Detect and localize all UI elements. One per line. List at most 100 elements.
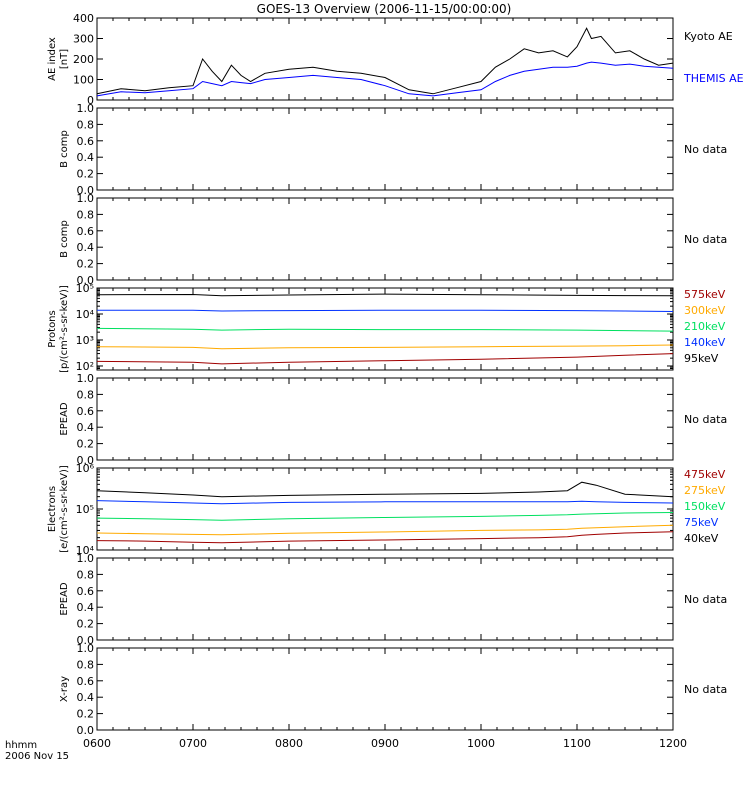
y-tick-label: 0.4	[77, 421, 95, 434]
plot-title: GOES-13 Overview (2006-11-15/00:00:00)	[257, 2, 512, 16]
y-tick-label: 0.2	[77, 168, 95, 181]
y-tick-label: 0.0	[77, 724, 95, 737]
series-line	[96, 500, 674, 505]
series-line	[96, 27, 674, 95]
panel-frame	[96, 647, 674, 731]
y-axis-title: AE index	[47, 37, 58, 81]
legend-label: 300keV	[684, 304, 726, 317]
y-axis-title: B comp	[59, 130, 70, 168]
y-tick-label: 1.0	[77, 552, 95, 565]
panel-frame	[96, 377, 674, 461]
y-axis-title: X-ray	[59, 676, 70, 702]
y-axis-unit: [p/(cm²-s-sr-keV)]	[59, 285, 70, 373]
no-data-label: No data	[684, 233, 727, 246]
y-tick-label: 0.2	[77, 438, 95, 451]
y-tick-label: 1.0	[77, 372, 95, 385]
y-tick-label: 10⁶	[76, 462, 95, 475]
legend-label: 75keV	[684, 516, 719, 529]
y-tick-label: 0.2	[77, 258, 95, 271]
y-tick-label: 10²	[76, 360, 94, 373]
legend-label: 575keV	[684, 288, 726, 301]
y-tick-label: 10⁴	[76, 544, 95, 557]
x-tick-label: 1200	[659, 737, 687, 750]
y-tick-label: 0.0	[77, 454, 95, 467]
y-axis-title: EPEAD	[59, 582, 70, 616]
y-tick-label: 0	[87, 94, 94, 107]
y-tick-label: 0.8	[77, 658, 95, 671]
y-tick-label: 0.8	[77, 118, 95, 131]
x-tick-label: 1000	[467, 737, 495, 750]
series-line	[96, 524, 674, 536]
x-tick-label: 1100	[563, 737, 591, 750]
x-tick-label: 0600	[83, 737, 111, 750]
y-axis-title: Electrons	[47, 486, 58, 532]
y-tick-label: 0.6	[77, 585, 95, 598]
y-axis-title: Protons	[47, 310, 58, 347]
y-tick-label: 10³	[76, 334, 94, 347]
y-tick-label: 0.4	[77, 601, 95, 614]
y-tick-label: 0.2	[77, 708, 95, 721]
series-line	[96, 293, 674, 297]
y-tick-label: 200	[73, 53, 94, 66]
legend-label: 210keV	[684, 320, 726, 333]
y-tick-label: 1.0	[77, 642, 95, 655]
no-data-label: No data	[684, 593, 727, 606]
y-tick-label: 300	[73, 33, 94, 46]
y-axis-title: B comp	[59, 220, 70, 258]
time-unit-label: hhmm	[5, 740, 37, 751]
legend-label: 95keV	[684, 352, 719, 365]
panel-frame	[96, 557, 674, 641]
y-tick-label: 0.6	[77, 675, 95, 688]
x-tick-label: 0700	[179, 737, 207, 750]
y-tick-label: 0.4	[77, 241, 95, 254]
x-tick-label: 0900	[371, 737, 399, 750]
series-line	[96, 327, 674, 332]
y-tick-label: 0.4	[77, 151, 95, 164]
y-tick-label: 1.0	[77, 192, 95, 205]
y-tick-label: 100	[73, 74, 94, 87]
panel-frame	[96, 17, 674, 101]
y-tick-label: 10⁴	[76, 308, 95, 321]
y-tick-label: 0.0	[77, 274, 95, 287]
legend-label: Kyoto AE	[684, 30, 733, 43]
panel-frame	[96, 197, 674, 281]
no-data-label: No data	[684, 683, 727, 696]
series-line	[96, 531, 674, 544]
y-tick-label: 0.6	[77, 225, 95, 238]
series-line	[96, 481, 674, 498]
series-line	[97, 309, 674, 312]
y-axis-unit: [e/(cm²-s-sr-keV)]	[59, 465, 70, 553]
y-tick-label: 0.0	[77, 184, 95, 197]
legend-label: 40keV	[684, 532, 719, 545]
y-tick-label: 0.6	[77, 135, 95, 148]
legend-label: THEMIS AE	[683, 72, 744, 85]
y-tick-label: 10⁵	[76, 282, 94, 295]
y-tick-label: 1.0	[77, 102, 95, 115]
y-axis-unit: [nT]	[59, 49, 70, 69]
panel-frame	[96, 107, 674, 191]
legend-label: 140keV	[684, 336, 726, 349]
y-tick-label: 0.8	[77, 568, 95, 581]
y-axis-title: EPEAD	[59, 402, 70, 436]
panels: 0 100 200 300 400 AE index [nT] Kyoto AE THEMIS …	[47, 12, 744, 750]
y-tick-label: 0.6	[77, 405, 95, 418]
legend-label: 475keV	[684, 468, 726, 481]
y-tick-label: 10⁵	[76, 503, 94, 516]
legend-label: 150keV	[684, 500, 726, 513]
series-line	[96, 512, 674, 521]
y-tick-label: 0.8	[77, 208, 95, 221]
panel-frame	[96, 467, 674, 551]
y-tick-label: 0.4	[77, 691, 95, 704]
y-tick-label: 400	[73, 12, 94, 25]
y-tick-label: 0.0	[77, 634, 95, 647]
no-data-label: No data	[684, 143, 727, 156]
series-line	[96, 61, 674, 97]
no-data-label: No data	[684, 413, 727, 426]
legend-label: 275keV	[684, 484, 726, 497]
series-line	[96, 353, 674, 365]
y-tick-label: 0.8	[77, 388, 95, 401]
x-tick-label: 0800	[275, 737, 303, 750]
time-date-label: 2006 Nov 15	[5, 751, 69, 762]
y-tick-label: 0.2	[77, 618, 95, 631]
